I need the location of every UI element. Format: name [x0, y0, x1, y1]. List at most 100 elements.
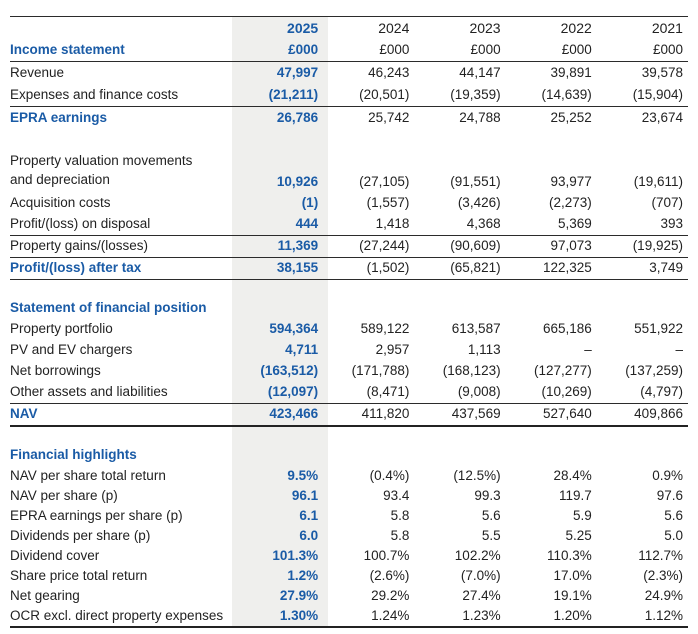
cell-2024: (1,557)	[366, 195, 410, 211]
cell-2023: (12.5%)	[453, 467, 501, 483]
section-title-financial-position: Statement of financial position	[10, 300, 207, 316]
table-row-dividend-cover: Dividend cover 101.3% 100.7% 102.2% 110.…	[10, 546, 688, 566]
table-row-dividends-per-share: Dividends per share (p) 6.0 5.8 5.5 5.25…	[10, 526, 688, 546]
table-row-profit-after-tax: Profit/(loss) after tax 38,155 (1,502) (…	[10, 257, 688, 280]
year-header-2024: 2024	[378, 19, 410, 36]
cell-2021: –	[675, 342, 683, 358]
cell-2025: 1.30%	[279, 607, 319, 623]
year-header-2023: 2023	[469, 19, 501, 36]
cell-2022: 119.7	[559, 487, 592, 503]
unit-header-2021: £000	[652, 41, 683, 57]
cell-2022: 19.1%	[553, 587, 592, 603]
cell-2021: 3,749	[649, 260, 683, 276]
cell-2022: 5.25	[565, 527, 592, 543]
table-row-net-gearing: Net gearing 27.9% 29.2% 27.4% 19.1% 24.9…	[10, 586, 688, 606]
unit-header-2025: £000	[288, 41, 319, 57]
cell-2021: (707)	[651, 195, 683, 211]
cell-2022: 527,640	[542, 406, 592, 422]
cell-2022: 1.20%	[553, 607, 592, 623]
cell-2023: 4,368	[466, 216, 501, 232]
table-row-property-portfolio: Property portfolio 594,364 589,122 613,5…	[10, 319, 688, 340]
cell-2022: 5.9	[573, 507, 592, 523]
table-row-profit-on-disposal: Profit/(loss) on disposal 444 1,418 4,36…	[10, 214, 688, 235]
section-title-income-statement: Income statement	[10, 41, 125, 57]
cell-2023: (19,359)	[450, 86, 501, 102]
cell-2025: 423,466	[269, 406, 319, 422]
row-label: EPRA earnings	[10, 109, 108, 125]
cell-2024: (27,105)	[359, 173, 410, 189]
cell-2023: 613,587	[451, 321, 501, 337]
row-label: Dividends per share (p)	[10, 527, 151, 543]
row-label: Share price total return	[10, 567, 148, 583]
row-label: NAV per share (p)	[10, 487, 118, 503]
cell-2022: 28.4%	[553, 467, 592, 483]
cell-2021: 24.9%	[644, 587, 683, 603]
cell-2021: (19,925)	[632, 238, 683, 254]
row-label: PV and EV chargers	[10, 342, 133, 358]
cell-2024: 2,957	[375, 342, 410, 358]
cell-2023: 5.5	[481, 527, 501, 543]
row-label: Property portfolio	[10, 321, 113, 337]
cell-2024: 1.24%	[371, 607, 410, 623]
cell-2025: 444	[295, 216, 319, 232]
row-label: Other assets and liabilities	[10, 384, 168, 400]
row-label: EPRA earnings per share (p)	[10, 507, 183, 523]
cell-2021: 0.9%	[652, 467, 683, 483]
cell-2023: 99.3	[474, 487, 501, 503]
cell-2025: 594,364	[269, 321, 319, 337]
cell-2024: 5.8	[390, 527, 410, 543]
table-row-nav-per-share: NAV per share (p) 96.1 93.4 99.3 119.7 9…	[10, 486, 688, 506]
row-label: Net borrowings	[10, 363, 101, 379]
cell-2024: 411,820	[361, 406, 410, 422]
cell-2024: (8,471)	[366, 384, 410, 400]
row-label: OCR excl. direct property expenses	[10, 607, 224, 623]
row-label: NAV per share total return	[10, 467, 166, 483]
year-header-row: 2025 2024 2023 2022 2021	[10, 17, 688, 39]
row-label: Dividend cover	[10, 547, 100, 563]
year-header-2021: 2021	[651, 19, 683, 36]
cell-2024: (20,501)	[359, 86, 410, 102]
cell-2022: (14,639)	[541, 86, 592, 102]
row-label: NAV	[10, 406, 38, 422]
cell-2022: 97,073	[550, 238, 592, 254]
cell-2025: (163,512)	[260, 363, 319, 379]
cell-2025: 6.0	[299, 527, 319, 543]
table-row-revenue: Revenue 47,997 46,243 44,147 39,891 39,5…	[10, 62, 688, 84]
cell-2021: 112.7%	[638, 547, 683, 563]
cell-2023: 102.2%	[454, 547, 501, 563]
unit-header-2022: £000	[561, 41, 592, 57]
cell-2021: (19,611)	[633, 173, 683, 189]
cell-2024: (1,502)	[366, 260, 410, 276]
cell-2024: (2.6%)	[369, 567, 410, 583]
cell-2021: 409,866	[634, 406, 683, 422]
cell-2022: (127,277)	[534, 363, 592, 379]
row-label: Property gains/(losses)	[10, 238, 149, 254]
cell-2024: 25,742	[368, 109, 410, 125]
cell-2022: (2,273)	[549, 195, 592, 211]
cell-2025: 4,711	[285, 342, 319, 358]
cell-2023: 44,147	[459, 64, 501, 80]
table-row-net-borrowings: Net borrowings (163,512) (171,788) (168,…	[10, 361, 688, 382]
cell-2024: (171,788)	[351, 363, 410, 379]
cell-2021: (137,259)	[625, 363, 683, 379]
cell-2023: (3,426)	[457, 195, 501, 211]
section-title-row: Financial highlights	[10, 445, 688, 466]
cell-2022: 122,325	[542, 260, 592, 276]
row-label: Property valuation movements and depreci…	[10, 152, 193, 188]
table-row-epra-earnings: EPRA earnings 26,786 25,742 24,788 25,25…	[10, 106, 688, 129]
cell-2022: 110.3%	[547, 547, 592, 563]
cell-2023: 437,569	[451, 406, 501, 422]
cell-2024: 5.8	[390, 507, 410, 523]
financial-summary-table: 2025 2024 2023 2022 2021 Income statemen…	[10, 16, 688, 628]
cell-2021: 97.6	[656, 487, 683, 503]
cell-2023: (7.0%)	[460, 567, 501, 583]
cell-2022: 665,186	[542, 321, 592, 337]
cell-2021: 393	[660, 216, 683, 232]
row-label: Profit/(loss) on disposal	[10, 216, 151, 232]
cell-2023: 1,113	[467, 342, 501, 358]
highlight-column-band	[232, 17, 328, 628]
cell-2023: 24,788	[459, 109, 501, 125]
cell-2025: 1.2%	[287, 567, 319, 583]
cell-2021: 551,922	[634, 321, 683, 337]
